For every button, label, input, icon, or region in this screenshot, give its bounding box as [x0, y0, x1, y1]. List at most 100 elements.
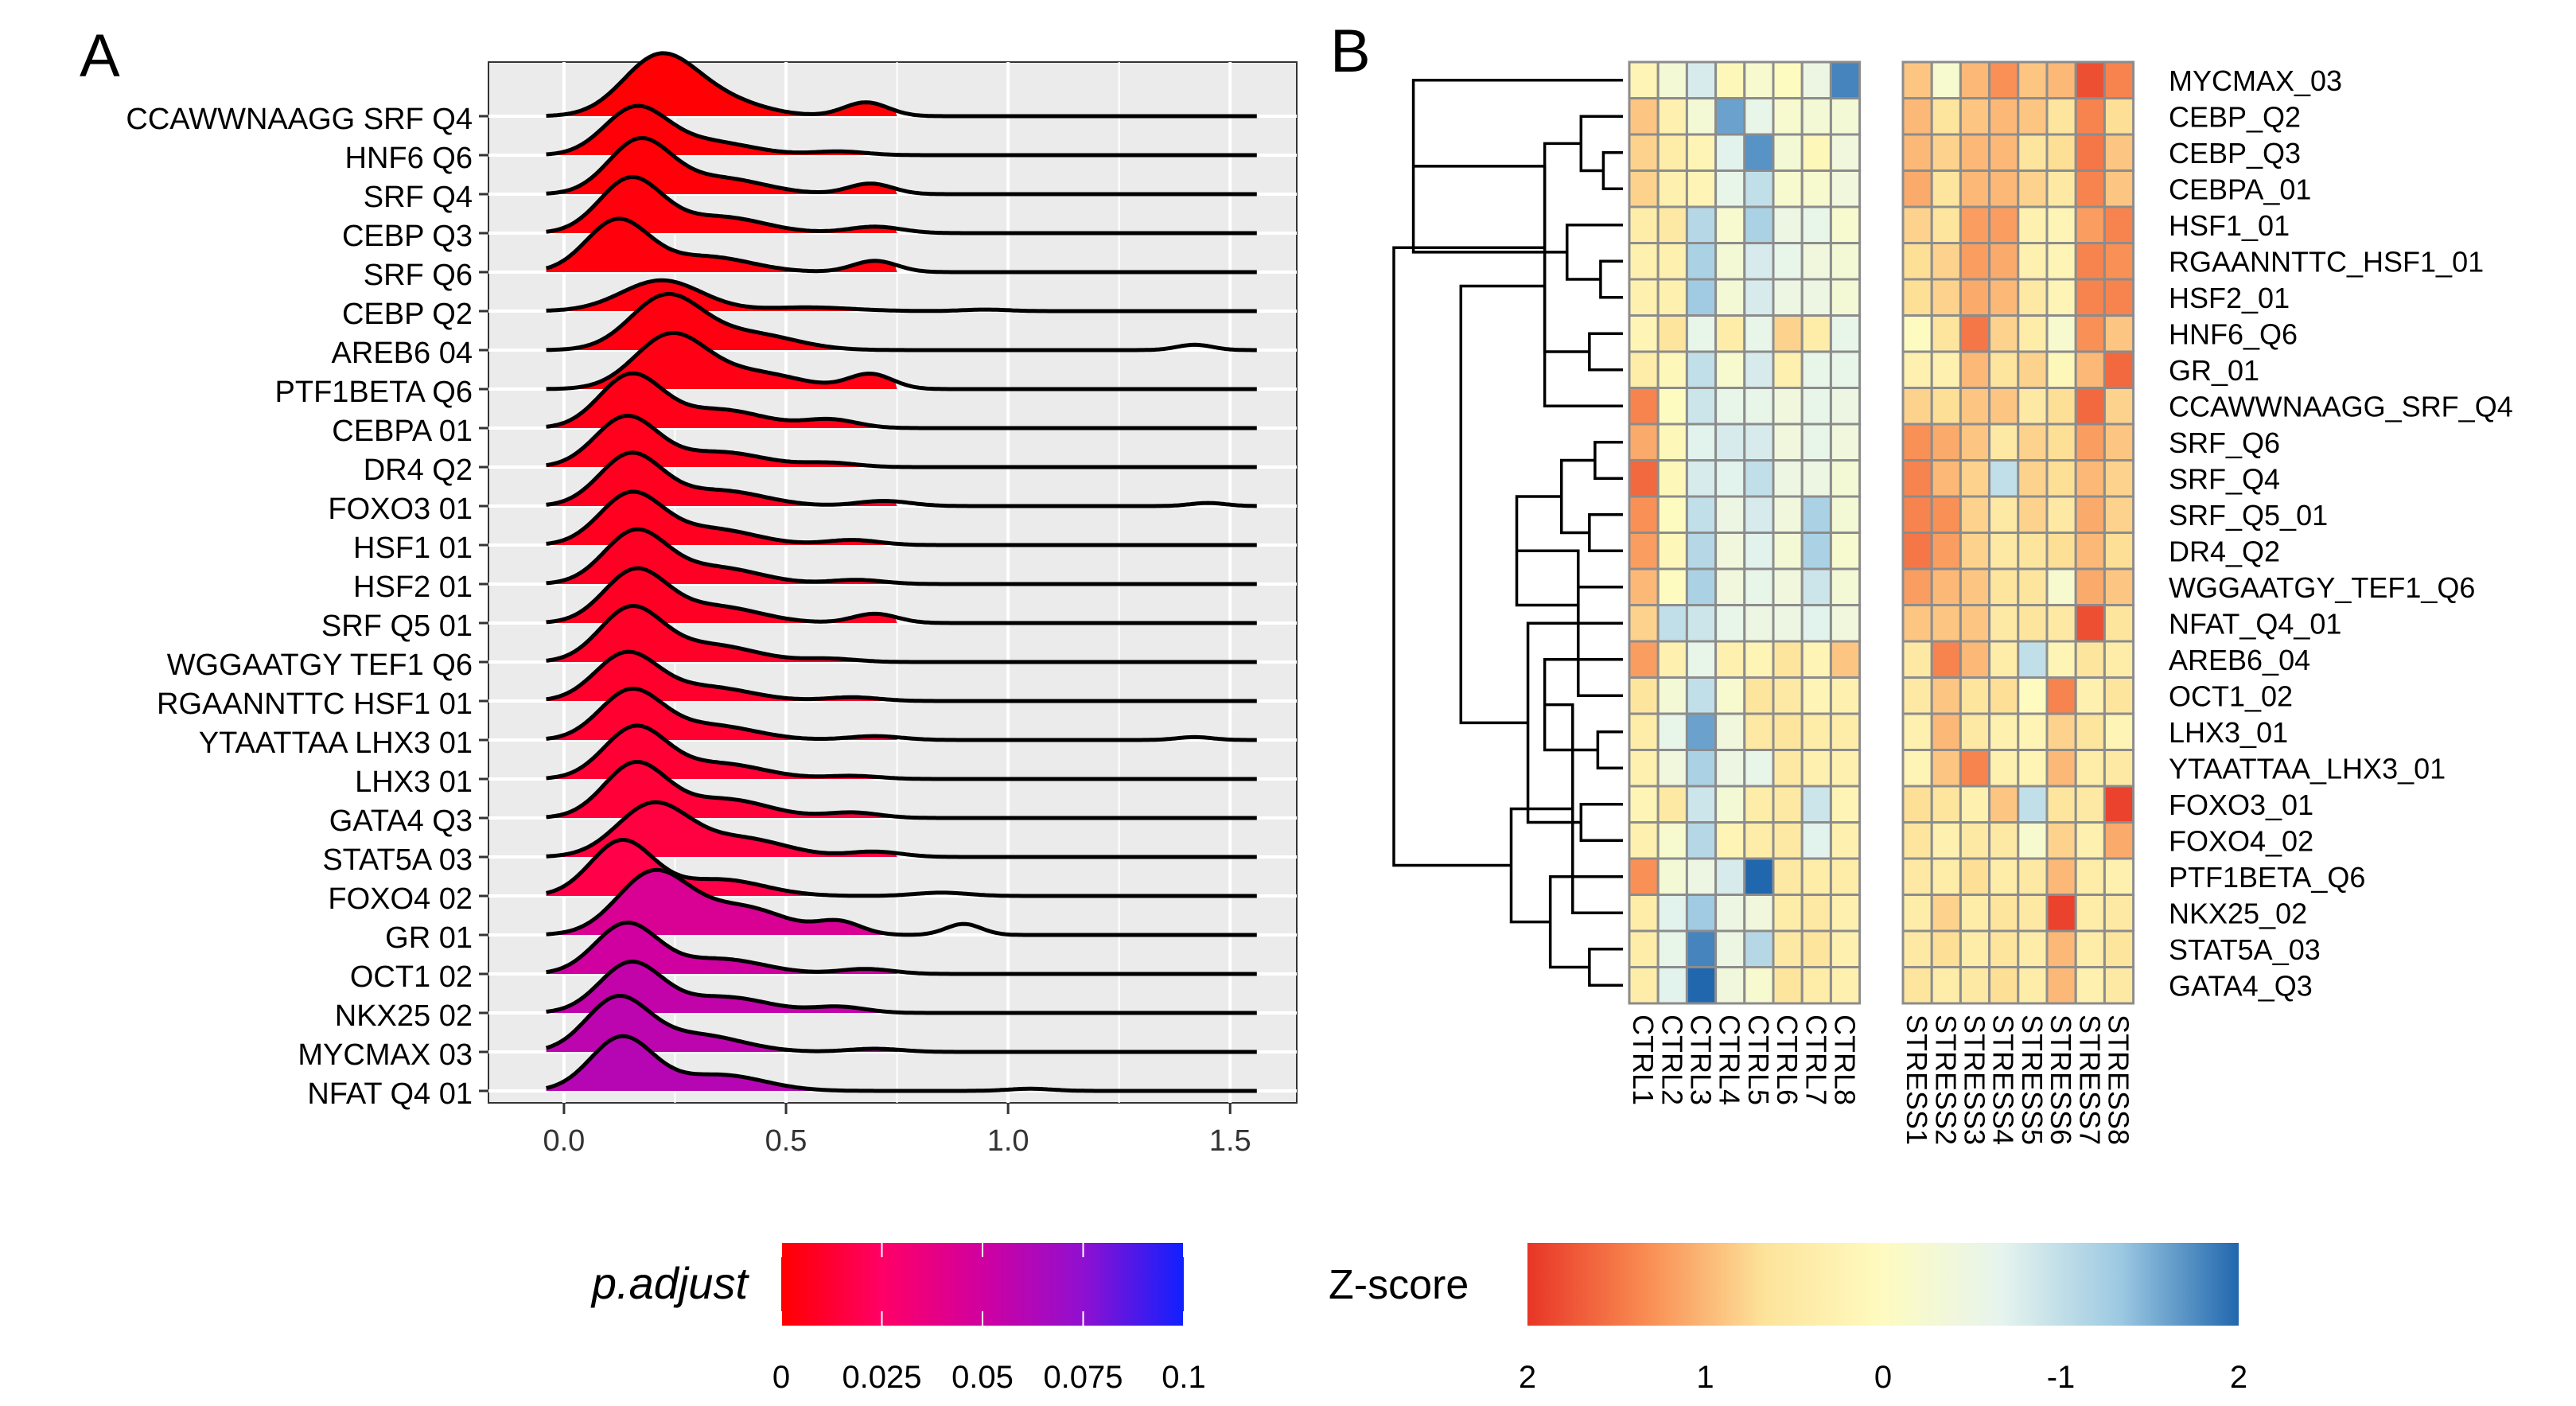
heatmap-cell [1714, 350, 1746, 389]
heatmap-cell [1930, 169, 1962, 208]
heatmap-cell [1829, 894, 1862, 933]
heatmap-cell [1772, 242, 1804, 281]
padjust-tick-label: 0.025 [842, 1360, 921, 1395]
heatmap-cell [1930, 676, 1962, 715]
heatmap-cell [1685, 640, 1718, 679]
panel-b-label: B [1330, 18, 1371, 85]
heatmap-cell [1901, 676, 1933, 715]
heatmap-cell [1685, 532, 1718, 571]
heatmap-cell [2103, 785, 2135, 824]
dendrogram-branch [1509, 807, 1573, 924]
heatmap-cell [1829, 749, 1862, 788]
heatmap-cell [1800, 857, 1832, 896]
dendrogram-branch [1588, 332, 1623, 372]
heatmap-cell [1628, 314, 1660, 353]
heatmap-cell [1988, 785, 2020, 824]
heatmap-cell [1772, 749, 1804, 788]
heatmap-cell [1988, 169, 2020, 208]
heatmap-cell [1829, 350, 1862, 389]
ridge-line [546, 960, 1257, 1015]
heatmap-cell [1959, 785, 1991, 824]
heatmap-cell [1628, 97, 1660, 136]
heatmap-cell [1800, 278, 1832, 317]
heatmap-cell [1628, 459, 1660, 498]
heatmap-cell [1930, 205, 1962, 244]
heatmap-cell [1628, 712, 1660, 751]
heatmap-cell [1628, 857, 1660, 896]
heatmap-cell [1685, 205, 1718, 244]
heatmap-cell [1628, 640, 1660, 679]
heatmap-cell [2074, 60, 2106, 99]
heatmap-cell [1901, 785, 1933, 824]
heatmap-cell [1930, 604, 1962, 643]
heatmap-cell [1800, 749, 1832, 788]
x-tick-label: 1.5 [1209, 1124, 1251, 1158]
heatmap-cell [1656, 857, 1688, 896]
heatmap-cell [1901, 169, 1933, 208]
heatmap-cell [2017, 133, 2049, 172]
heatmap-cell [1772, 604, 1804, 643]
heatmap-cell [1930, 749, 1962, 788]
ridge-line [546, 921, 1257, 976]
heatmap-cell [1800, 567, 1832, 606]
ridge-label: CEBP Q2 [342, 298, 473, 331]
dendrogram-branch [1392, 246, 1545, 867]
heatmap-cell [2074, 712, 2106, 751]
heatmap-cell [2074, 857, 2106, 896]
heatmap-cell [1959, 749, 1991, 788]
ridge-line [546, 51, 1257, 119]
heatmap-cell [1772, 929, 1804, 968]
heatmap-cell [1743, 567, 1775, 606]
heatmap-cell [1930, 314, 1962, 353]
heatmap-cell [1800, 894, 1832, 933]
heatmap-cell [1988, 640, 2020, 679]
heatmap-cell [1743, 278, 1775, 317]
heatmap-col-label: STRESS7 [2073, 1015, 2106, 1145]
heatmap-cell [2103, 242, 2135, 281]
heatmap-cell [1656, 387, 1688, 426]
heatmap-cell [1829, 785, 1862, 824]
heatmap-cell [1800, 929, 1832, 968]
heatmap-cell [2017, 350, 2049, 389]
heatmap-cell [1800, 676, 1832, 715]
heatmap-cell [1930, 423, 1962, 462]
heatmap-cell [2103, 604, 2135, 643]
heatmap-cell [1714, 532, 1746, 571]
heatmap-row-label: FOXO3_01 [2169, 789, 2313, 821]
heatmap-cell [1628, 278, 1660, 317]
ridge-line [546, 450, 1257, 508]
heatmap-cell [1959, 676, 1991, 715]
heatmap-cell [1656, 205, 1688, 244]
heatmap-cell [1959, 712, 1991, 751]
heatmap-cell [2103, 60, 2135, 99]
heatmap-cell [2017, 205, 2049, 244]
heatmap-cell [1800, 387, 1832, 426]
heatmap-cell [1772, 640, 1804, 679]
ridge-label: CCAWWNAAGG SRF Q4 [126, 103, 473, 136]
ridge-fill [546, 1036, 897, 1091]
heatmap-cell [2103, 749, 2135, 788]
heatmap-cell [1772, 495, 1804, 534]
heatmap-cell [1901, 821, 1933, 860]
ridge-line [545, 838, 1257, 898]
heatmap-cell [1772, 894, 1804, 933]
ridge-fill [546, 606, 897, 662]
heatmap-cell [2103, 821, 2135, 860]
heatmap-cell [1628, 929, 1660, 968]
heatmap-cell [1714, 278, 1746, 317]
heatmap-cell [1714, 423, 1746, 462]
heatmap-cell [1656, 532, 1688, 571]
heatmap-col-label: CTRL6 [1771, 1015, 1804, 1105]
heatmap-cell [1685, 676, 1718, 715]
heatmap-cell [1743, 857, 1775, 896]
heatmap-cell [2017, 97, 2049, 136]
heatmap-cell [1772, 314, 1804, 353]
heatmap-cell [2103, 205, 2135, 244]
heatmap-cell [1743, 242, 1775, 281]
heatmap-cell [1901, 966, 1933, 1005]
heatmap-cell [1743, 532, 1775, 571]
heatmap-cell [1988, 133, 2020, 172]
ridge-line [546, 687, 1257, 742]
heatmap-cell [1685, 821, 1718, 860]
heatmap-cell [2074, 314, 2106, 353]
